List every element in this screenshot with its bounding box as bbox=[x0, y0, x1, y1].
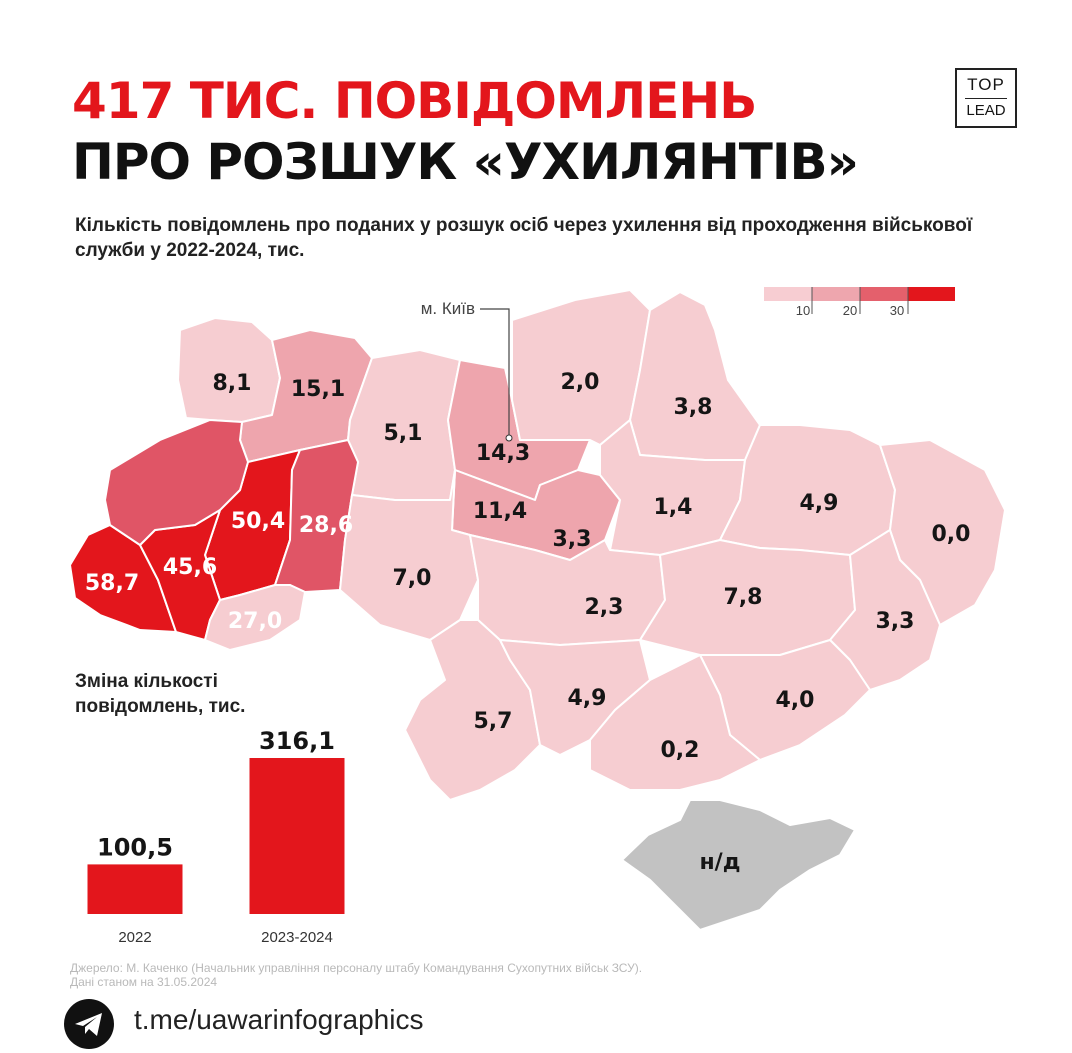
region-crimea bbox=[621, 799, 856, 931]
legend-tick-10: 10 bbox=[796, 303, 810, 318]
region-luhansk bbox=[879, 439, 1006, 626]
kyiv-leader-line bbox=[480, 308, 510, 438]
color-legend: 10 20 30 bbox=[764, 287, 955, 318]
bar-2022 bbox=[87, 864, 183, 914]
region-odesa bbox=[404, 619, 541, 801]
logo-text-lead: LEAD bbox=[966, 102, 1006, 119]
legend-swatch-mid bbox=[812, 287, 860, 301]
region-lviv bbox=[104, 419, 249, 546]
source-note: Джерело: М. Каченко (Начальник управлінн… bbox=[70, 961, 642, 989]
bar-category-2022: 2022 bbox=[118, 929, 151, 946]
logo-text-top: TOP bbox=[967, 75, 1005, 94]
bar-category-2023-2024: 2023-2024 bbox=[261, 929, 333, 946]
region-ternopil-value: 50,4 bbox=[231, 509, 285, 534]
region-vinnytsia-value: 7,0 bbox=[393, 566, 432, 591]
top-lead-logo: TOP LEAD bbox=[955, 68, 1017, 128]
region-volyn bbox=[177, 317, 281, 423]
region-kyiv-city-value: 14,3 bbox=[476, 441, 530, 466]
region-sumy-value: 3,8 bbox=[674, 395, 713, 420]
title-line-1: 417 ТИС. ПОВІДОМЛЕНЬ bbox=[72, 72, 757, 130]
region-kirovohrad-value: 2,3 bbox=[585, 595, 624, 620]
region-chernihiv-value: 2,0 bbox=[561, 370, 600, 395]
region-luhansk-value: 0,0 bbox=[932, 522, 971, 547]
region-chernivtsi-value: 27,0 bbox=[228, 609, 282, 634]
legend-tick-20: 20 bbox=[843, 303, 857, 318]
source-line-2: Дані станом на 31.05.2024 bbox=[70, 975, 218, 989]
bar-chart-title: Зміна кількості повідомлень, тис. bbox=[75, 671, 246, 717]
legend-swatch-low bbox=[764, 287, 812, 301]
region-sumy bbox=[629, 291, 761, 461]
legend-swatch-high bbox=[860, 287, 908, 301]
bar-2023-2024 bbox=[249, 758, 345, 914]
legend-tick-30: 30 bbox=[890, 303, 904, 318]
region-khmelnytskyi bbox=[274, 439, 359, 593]
region-rivne-value: 15,1 bbox=[291, 377, 345, 402]
ukraine-choropleth-map: 10 20 30 м. Київ 8,1 15,1 bbox=[69, 287, 1006, 946]
region-donetsk bbox=[829, 529, 941, 691]
region-khmelnytskyi-value: 28,6 bbox=[299, 513, 353, 538]
region-poltava-value: 1,4 bbox=[654, 495, 693, 520]
region-zakarpattia-value: 58,7 bbox=[85, 571, 139, 596]
subtitle: Кількість повідомлень про поданих у розш… bbox=[75, 215, 973, 261]
bar-chart: 100,5 316,1 2022 2023-2024 bbox=[87, 727, 345, 946]
telegram-channel-link[interactable]: t.me/uawarinfographics bbox=[134, 1004, 424, 1035]
region-zaporizhzhia-value: 4,0 bbox=[776, 688, 815, 713]
title-line-2: ПРО РОЗШУК «УХИЛЯНТІВ» bbox=[72, 133, 859, 191]
region-kherson-value: 0,2 bbox=[661, 738, 700, 763]
region-chernivtsi bbox=[204, 584, 306, 651]
source-line-1: Джерело: М. Каченко (Начальник управлінн… bbox=[70, 961, 643, 975]
region-volyn-value: 8,1 bbox=[213, 371, 252, 396]
region-donetsk-value: 3,3 bbox=[876, 609, 915, 634]
region-crimea-value: н/д bbox=[699, 850, 740, 875]
region-zhytomyr-value: 5,1 bbox=[384, 421, 423, 446]
region-odesa-value: 5,7 bbox=[474, 709, 513, 734]
region-kyiv-oblast-value: 11,4 bbox=[473, 499, 527, 524]
legend-swatch-max bbox=[908, 287, 955, 301]
region-dnipropetrovsk-value: 7,8 bbox=[724, 585, 763, 610]
telegram-icon bbox=[64, 999, 114, 1049]
kyiv-label: м. Київ bbox=[421, 299, 475, 318]
region-kherson bbox=[589, 654, 761, 791]
region-ivano-frankivsk-value: 45,6 bbox=[163, 555, 217, 580]
region-mykolaiv-value: 4,9 bbox=[568, 686, 607, 711]
region-cherkasy-value: 3,3 bbox=[553, 527, 592, 552]
bar-value-2023-2024: 316,1 bbox=[259, 727, 335, 755]
kyiv-marker bbox=[505, 434, 513, 442]
bar-value-2022: 100,5 bbox=[97, 833, 173, 861]
region-kharkiv-value: 4,9 bbox=[800, 491, 839, 516]
